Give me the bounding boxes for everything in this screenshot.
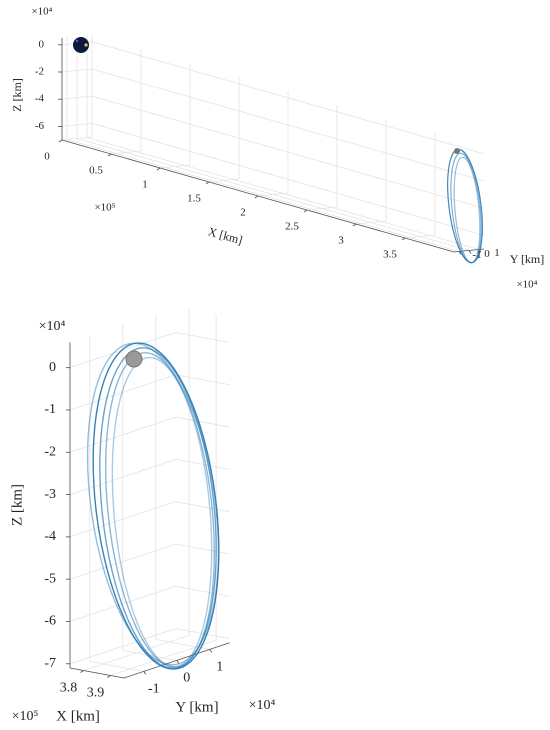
grid-line (69, 374, 176, 411)
grid-line (175, 543, 230, 555)
grid-line (91, 68, 485, 182)
z-tick-label: -4 (44, 529, 56, 544)
y-exponent: ×10⁴ (516, 279, 537, 291)
z-tick-label: -2 (35, 66, 44, 78)
orbit (447, 148, 483, 264)
grid-line (175, 585, 230, 597)
z-axis-label: Z [km] (9, 484, 25, 526)
y-tick (209, 649, 213, 653)
y-tick-label: 0 (484, 248, 490, 260)
grid-line (69, 628, 176, 665)
x-tick (254, 195, 259, 199)
z-tick-label: -1 (44, 402, 56, 417)
x-tick-label: 1.5 (187, 193, 201, 205)
grid-line (69, 585, 176, 622)
axes (58, 35, 485, 679)
x-tick-label: 3.8 (60, 681, 78, 696)
grid-line (175, 628, 230, 639)
grid-line (175, 501, 230, 513)
z-axis-label: Z [km] (10, 78, 24, 112)
x-exponent: ×10⁵ (12, 709, 39, 724)
x-tick (80, 670, 84, 673)
y-tick (176, 660, 180, 664)
y-tick-label: -1 (472, 249, 481, 261)
y-axis-label: Y [km] (510, 252, 545, 266)
y-axis-label: Y [km] (175, 699, 218, 715)
orbit (86, 342, 220, 670)
grid-line (91, 41, 485, 155)
z-tick-label: -7 (44, 656, 56, 671)
grid-line (175, 458, 230, 470)
x-tick (352, 223, 357, 227)
y-tick-label: 1 (494, 247, 500, 259)
y-tick (458, 251, 462, 255)
z-tick-label: -3 (44, 487, 56, 502)
x-axis-label: X [km] (207, 224, 245, 247)
z-tick-label: -2 (44, 444, 56, 459)
x-tick-label: 2.5 (285, 221, 299, 233)
x-tick-label: 0 (44, 151, 50, 163)
x-tick (107, 675, 111, 678)
x-tick-label: 1 (142, 179, 148, 191)
y-tick-label: 0 (183, 671, 190, 686)
earth (73, 37, 89, 53)
grid-line (175, 332, 230, 343)
grid-line (61, 123, 93, 127)
x-tick-label: 3.9 (87, 686, 105, 701)
x-axis-label: X [km] (56, 708, 100, 724)
x-tick-label: 0.5 (89, 165, 103, 177)
grid-line (175, 416, 230, 428)
grid-line (66, 139, 460, 252)
x-tick (205, 181, 210, 185)
grid-line (69, 501, 176, 538)
x-exponent: ×10⁵ (94, 202, 115, 214)
x-tick (58, 139, 63, 143)
y-tick (468, 250, 472, 254)
x-tick (303, 209, 308, 213)
z-tick-label: 0 (49, 360, 56, 375)
grid-line (89, 661, 144, 672)
grid-line (61, 95, 93, 100)
y-tick (143, 671, 147, 675)
grid-line (69, 458, 176, 495)
x-tick (107, 153, 112, 157)
z-tick-label: -5 (44, 571, 56, 586)
grid-line (91, 95, 485, 209)
moon (125, 350, 143, 368)
x-tick-label: 2 (240, 207, 246, 219)
grid-line (76, 138, 470, 251)
grid-line (86, 137, 480, 250)
x-tick-label: 3 (338, 235, 344, 247)
y-exponent: ×10⁴ (249, 698, 276, 713)
grid-line (69, 543, 176, 580)
y-tick-label: 1 (216, 660, 223, 675)
z-tick-label: -4 (35, 93, 45, 105)
x-axis (69, 667, 125, 679)
z-tick-label: -6 (44, 614, 56, 629)
z-exponent: ×10⁴ (31, 6, 52, 18)
x-tick (156, 167, 161, 171)
grid-line (91, 123, 485, 236)
x-tick-label: 3.5 (383, 249, 397, 261)
x-tick (401, 237, 406, 241)
grid-line (175, 374, 230, 386)
grid-line (61, 68, 93, 73)
z-exponent: ×10⁴ (39, 319, 66, 334)
y-tick-label: -1 (148, 682, 160, 697)
z-tick-label: 0 (39, 38, 45, 50)
z-tick-label: -6 (35, 120, 45, 132)
